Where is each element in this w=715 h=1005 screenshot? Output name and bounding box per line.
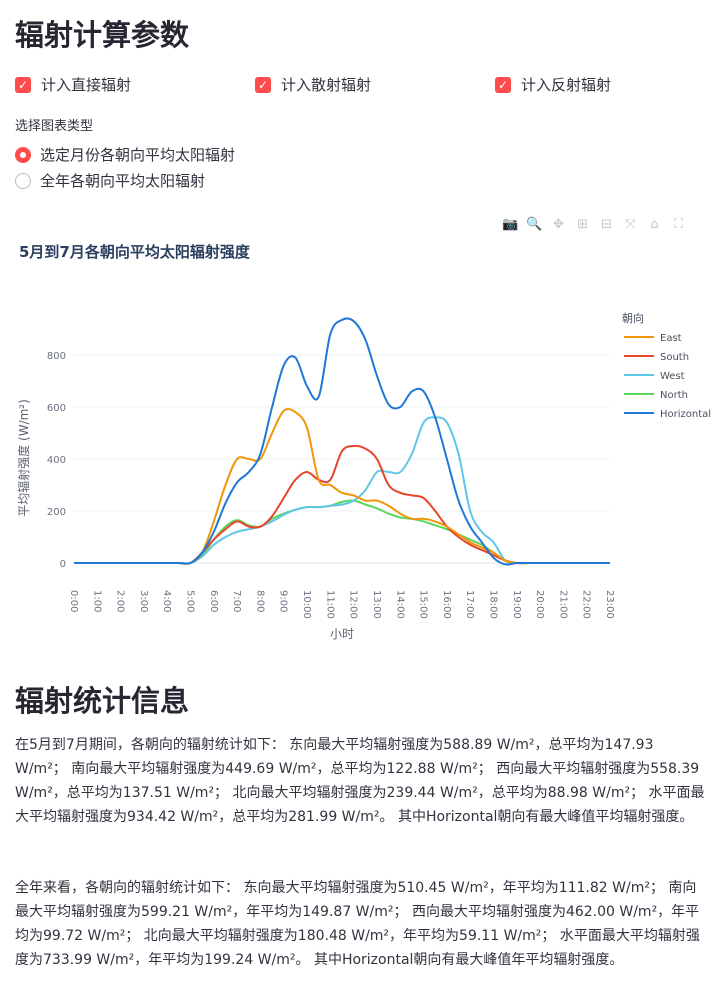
- x-tick-label: 23:00: [604, 590, 615, 619]
- checkbox-label: 计入散射辐射: [281, 76, 372, 94]
- stats-title: 辐射统计信息: [15, 684, 190, 718]
- legend-entry: North: [660, 390, 688, 401]
- y-axis-title: 平均辐射强度 (W/m²): [16, 399, 31, 517]
- reflected-radiation-checkbox[interactable]: ✓ 计入反射辐射: [495, 74, 611, 95]
- stats-paragraph-year: 全年来看，各朝向的辐射统计如下： 东向最大平均辐射强度为510.45 W/m²，…: [15, 880, 700, 968]
- x-tick-label: 2:00: [115, 590, 126, 612]
- x-tick-label: 16:00: [441, 590, 452, 619]
- y-tick-label: 200: [47, 507, 66, 518]
- x-tick-label: 12:00: [348, 590, 359, 619]
- x-tick-label: 14:00: [394, 590, 405, 619]
- radio-selected-month[interactable]: 选定月份各朝向平均太阳辐射: [15, 144, 235, 165]
- zoom-in-icon[interactable]: ⊞: [577, 217, 588, 232]
- legend-entry: South: [660, 352, 689, 363]
- x-tick-label: 13:00: [371, 590, 382, 619]
- radio-full-year[interactable]: 全年各朝向平均太阳辐射: [15, 170, 205, 191]
- fullscreen-icon[interactable]: ⛶: [673, 217, 684, 232]
- chart-title: 5月到7月各朝向平均太阳辐射强度: [19, 243, 250, 261]
- chart-modebar: 📷 🔍 ✥ ⊞ ⊟ ⤧ ⌂ ⛶: [502, 216, 687, 233]
- checkbox-checked-icon: ✓: [495, 76, 511, 93]
- checkbox-label: 计入反射辐射: [521, 76, 612, 94]
- home-icon[interactable]: ⌂: [650, 217, 659, 232]
- checkbox-label: 计入直接辐射: [41, 76, 132, 94]
- x-tick-label: 1:00: [91, 590, 102, 612]
- x-tick-label: 8:00: [254, 590, 265, 612]
- x-tick-label: 5:00: [185, 590, 196, 612]
- radio-label: 选定月份各朝向平均太阳辐射: [40, 146, 236, 164]
- series-line-east: [74, 408, 610, 565]
- y-tick-label: 600: [47, 403, 66, 414]
- y-tick-label: 800: [47, 351, 66, 362]
- x-tick-label: 3:00: [138, 590, 149, 612]
- legend-entry: West: [660, 371, 685, 382]
- y-tick-label: 0: [60, 559, 66, 570]
- x-tick-label: 10:00: [301, 590, 312, 619]
- chart-type-label: 选择图表类型: [15, 119, 94, 134]
- x-tick-label: 0:00: [68, 590, 79, 612]
- zoom-icon[interactable]: 🔍: [526, 217, 543, 232]
- x-tick-label: 21:00: [557, 590, 568, 619]
- x-tick-label: 20:00: [534, 590, 545, 619]
- x-axis-title: 小时: [330, 627, 354, 641]
- zoom-out-icon[interactable]: ⊟: [601, 217, 612, 232]
- radio-label: 全年各朝向平均太阳辐射: [40, 172, 206, 190]
- page-title: 辐射计算参数: [15, 18, 190, 52]
- stats-paragraph-period: 在5月到7月期间，各朝向的辐射统计如下： 东向最大平均辐射强度为588.89 W…: [15, 737, 705, 825]
- direct-radiation-checkbox[interactable]: ✓ 计入直接辐射: [15, 74, 131, 95]
- pan-icon[interactable]: ✥: [553, 217, 564, 232]
- camera-icon[interactable]: 📷: [502, 217, 519, 232]
- autoscale-icon[interactable]: ⤧: [625, 217, 636, 232]
- legend-title: 朝向: [622, 311, 644, 325]
- x-tick-label: 9:00: [278, 590, 289, 612]
- x-tick-label: 18:00: [487, 590, 498, 619]
- checkbox-checked-icon: ✓: [15, 76, 31, 93]
- legend-entry: East: [660, 333, 682, 344]
- x-tick-label: 19:00: [511, 590, 522, 619]
- x-tick-label: 15:00: [418, 590, 429, 619]
- series-line-west: [74, 416, 610, 565]
- legend-entry: Horizontal: [660, 409, 711, 420]
- x-tick-label: 17:00: [464, 590, 475, 619]
- radiation-line-chart: 0 200 400 600 800 0:00 1:00 2:00 3:00 4:00 5:00 6:0…: [16, 311, 711, 641]
- x-tick-label: 11:00: [324, 590, 335, 619]
- radio-unchecked-icon: [15, 172, 31, 189]
- y-tick-label: 400: [47, 455, 66, 466]
- series-line-north: [74, 499, 610, 565]
- x-tick-label: 7:00: [231, 590, 242, 612]
- x-tick-label: 4:00: [161, 590, 172, 612]
- series-line-horizontal: [74, 317, 610, 566]
- x-tick-label: 22:00: [581, 590, 592, 619]
- radio-checked-icon: [15, 146, 31, 163]
- diffuse-radiation-checkbox[interactable]: ✓ 计入散射辐射: [255, 74, 371, 95]
- x-tick-label: 6:00: [208, 590, 219, 612]
- checkbox-checked-icon: ✓: [255, 76, 271, 93]
